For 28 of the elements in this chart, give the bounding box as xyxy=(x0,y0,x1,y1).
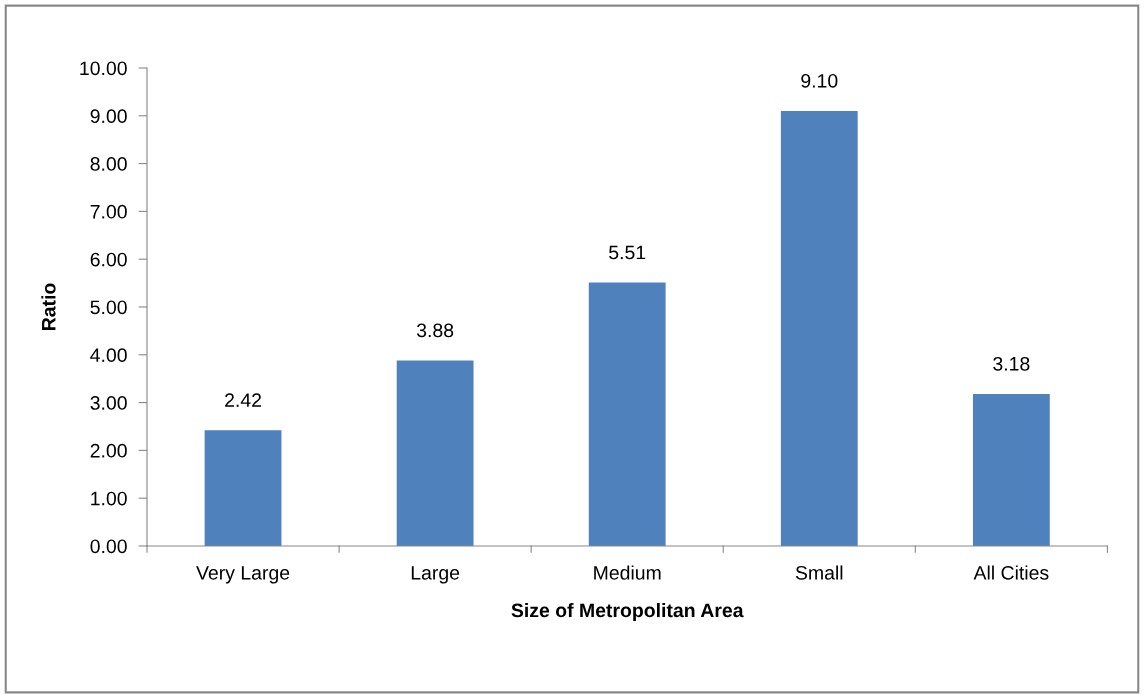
y-tick-label: 2.00 xyxy=(90,443,127,458)
y-tick-label: 9.00 xyxy=(90,109,127,124)
y-tick-label: 5.00 xyxy=(90,300,127,315)
bar xyxy=(204,430,282,546)
x-tick-label: Small xyxy=(795,565,843,580)
bar xyxy=(396,360,474,546)
y-tick-label: 6.00 xyxy=(90,252,127,267)
data-label: 3.88 xyxy=(416,323,454,338)
x-tick-label: Large xyxy=(411,566,460,584)
y-tick-label: 0.00 xyxy=(90,539,127,554)
y-axis-title: Ratio xyxy=(41,283,56,330)
x-tick-label: Medium xyxy=(594,565,661,580)
data-label: 3.18 xyxy=(993,356,1030,371)
data-label: 2.42 xyxy=(225,393,261,407)
data-label: 9.10 xyxy=(801,73,838,88)
data-label: 5.51 xyxy=(609,245,646,260)
y-tick-label: 4.00 xyxy=(90,348,127,363)
y-tick-label: 8.00 xyxy=(90,157,127,171)
y-tick-label: 1.00 xyxy=(91,491,127,506)
x-axis-title: Size of Metropolitan Area xyxy=(511,602,744,622)
bar xyxy=(588,282,666,546)
y-tick-label: 3.00 xyxy=(90,396,127,410)
y-tick-label: 10.00 xyxy=(80,61,127,76)
x-tick-label: Very Large xyxy=(196,566,290,584)
y-tick-label: 7.00 xyxy=(90,204,127,219)
bar xyxy=(780,111,858,546)
x-tick-label: All Cities xyxy=(973,565,1049,580)
bar xyxy=(972,393,1050,546)
